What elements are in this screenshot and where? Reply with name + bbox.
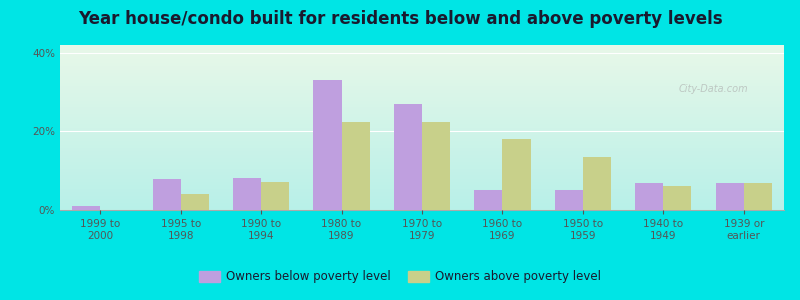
Text: City-Data.com: City-Data.com	[678, 84, 748, 94]
Bar	[744, 182, 772, 210]
Bar	[502, 139, 530, 210]
Legend: Owners below poverty level, Owners above poverty level: Owners below poverty level, Owners above…	[194, 266, 606, 288]
Bar	[261, 182, 290, 210]
Bar	[342, 122, 370, 210]
Bar	[554, 190, 583, 210]
Bar	[181, 194, 209, 210]
Bar	[233, 178, 261, 210]
Bar	[153, 178, 181, 210]
Bar	[422, 122, 450, 210]
Bar	[663, 186, 691, 210]
Bar	[583, 157, 611, 210]
Bar	[72, 206, 100, 210]
Bar	[635, 182, 663, 210]
Bar	[314, 80, 342, 210]
Bar	[394, 104, 422, 210]
Text: Year house/condo built for residents below and above poverty levels: Year house/condo built for residents bel…	[78, 11, 722, 28]
Bar	[716, 182, 744, 210]
Bar	[474, 190, 502, 210]
